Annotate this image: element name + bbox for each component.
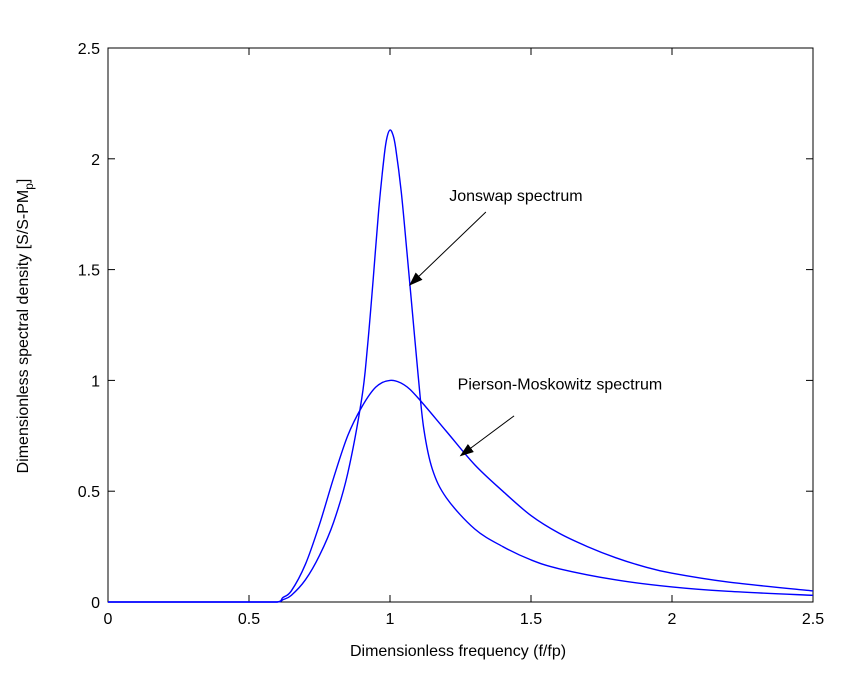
pierson-moskowitz-annotation-label: Pierson-Moskowitz spectrum [458, 376, 663, 393]
jonswap-annotation-arrow [409, 211, 487, 286]
axes-box [107, 47, 814, 603]
x-axis-label: Dimensionless frequency (f/fp) [350, 643, 566, 660]
y-axis-label-main: Dimensionless spectral density [S/S-PM [15, 190, 32, 474]
jonswap-series-line [107, 129, 814, 603]
x-tick-label: 2.5 [802, 611, 824, 628]
jonswap-annotation-label: Jonswap spectrum [449, 188, 582, 205]
y-tick-label: 0.5 [78, 484, 100, 501]
x-tick-label: 2 [668, 611, 677, 628]
y-tick-label: 1.5 [78, 263, 100, 280]
x-tick-label: 0 [104, 611, 113, 628]
y-tick-label: 2.5 [78, 41, 100, 58]
pierson-moskowitz-series-line [107, 379, 814, 603]
x-tick-label: 1.5 [520, 611, 542, 628]
y-tick-label: 1 [91, 373, 100, 390]
y-axis-label-subscript: p [22, 183, 36, 190]
pierson-moskowitz-annotation-arrow [459, 415, 515, 457]
x-tick-label: 1 [386, 611, 395, 628]
y-tick-label: 2 [91, 152, 100, 169]
x-tick-label: 0.5 [238, 611, 260, 628]
plot-area: 0 0.5 1 1.5 2 2.5 0 0.5 1 1.5 2 2.5 Jonswap spectrum… [78, 41, 824, 628]
y-axis-label: Dimensionless spectral density [S/S-PMp] [15, 179, 36, 474]
y-tick-label: 0 [91, 595, 100, 612]
y-axis-label-end: ] [15, 179, 32, 183]
